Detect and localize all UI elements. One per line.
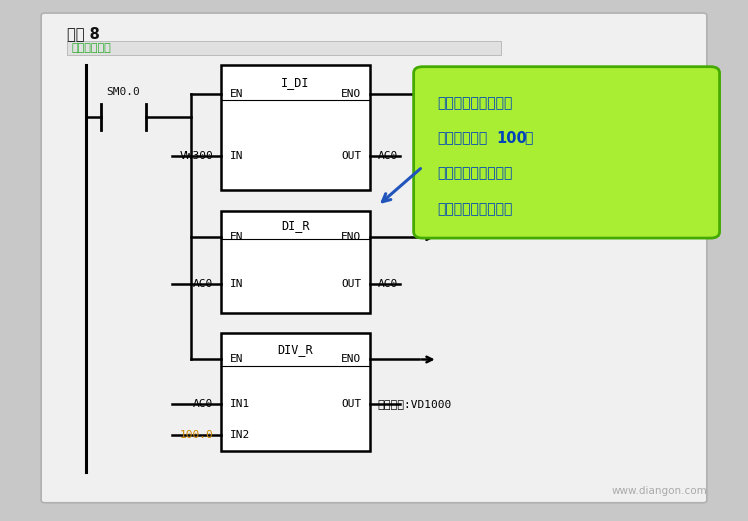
Text: 网络 8: 网络 8 [67,27,100,41]
Text: AC0: AC0 [378,279,398,289]
Text: 的，这里我们进行一: 的，这里我们进行一 [438,167,513,181]
Text: ENO: ENO [341,232,361,242]
Bar [221,333,370,451]
Text: EN: EN [230,232,243,242]
Text: 个运算，得出实际值: 个运算，得出实际值 [438,202,513,216]
Text: EN: EN [230,89,243,99]
Text: ENO: ENO [341,354,361,365]
Text: EN: EN [230,354,243,365]
Text: I_DI: I_DI [281,76,310,89]
Bar [67,41,501,55]
Text: IN: IN [230,151,243,162]
Text: 我们读出的变频器的: 我们读出的变频器的 [438,96,513,110]
Text: OUT: OUT [341,279,361,289]
Text: AC0: AC0 [193,399,213,409]
Text: 输出频率:VD1000: 输出频率:VD1000 [378,399,452,409]
Text: 读出频率转换: 读出频率转换 [71,43,111,53]
Text: AC0: AC0 [378,151,398,162]
Text: www.diangon.com: www.diangon.com [611,486,707,496]
Text: 倍: 倍 [524,131,533,145]
Bar [221,211,370,313]
Text: 数字都是扩大: 数字都是扩大 [438,131,488,145]
Text: IN2: IN2 [230,430,250,440]
Text: 100.0: 100.0 [180,430,213,440]
Text: SM0.0: SM0.0 [106,88,141,97]
Bar [221,65,370,190]
Text: IN1: IN1 [230,399,250,409]
Text: VW300: VW300 [180,151,213,162]
Text: DIV_R: DIV_R [278,343,313,356]
FancyBboxPatch shape [414,67,720,238]
Text: OUT: OUT [341,151,361,162]
Text: OUT: OUT [341,399,361,409]
Text: DI_R: DI_R [281,219,310,232]
Text: AC0: AC0 [193,279,213,289]
FancyBboxPatch shape [41,13,707,503]
Text: IN: IN [230,279,243,289]
Text: ENO: ENO [341,89,361,99]
Text: 100: 100 [496,131,527,146]
